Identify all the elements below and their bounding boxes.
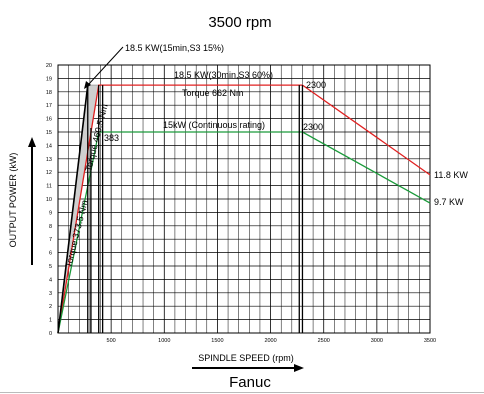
y-axis-arrowhead	[28, 137, 36, 147]
series-line-3	[57, 85, 89, 334]
y-tick-label: 14	[46, 143, 52, 149]
y-tick-label: 10	[46, 197, 52, 203]
annotation-continuous: 15kW (Continuous rating)	[163, 120, 265, 130]
x-axis-label: SPINDLE SPEED (rpm)	[198, 353, 294, 363]
y-tick-label: 4	[49, 277, 52, 283]
plot-frame	[57, 64, 431, 334]
s3-15-arrowhead	[84, 81, 91, 89]
x-tick-label: 3000	[371, 338, 383, 344]
y-tick-label: 0	[49, 331, 52, 337]
annotation-2300-mid: 2300	[303, 122, 323, 132]
s3-15-leader	[87, 46, 124, 86]
series-line-2	[57, 131, 431, 334]
y-tick-label: 18	[46, 90, 52, 96]
series-line-1	[57, 84, 431, 334]
annotation-rpm-383: 383	[104, 133, 119, 143]
y-tick-label: 2	[49, 304, 52, 310]
x-axis-arrowhead	[294, 364, 304, 372]
x-tick-label: 1500	[211, 338, 223, 344]
y-tick-label: 16	[46, 117, 52, 123]
annotation-torque-373: Torque 373.5 Nm	[63, 199, 89, 268]
annotation-s3-60: 18.5 KW(30min,S3 60%)	[174, 70, 273, 80]
y-tick-label: 3	[49, 291, 52, 297]
y-axis-label: OUTPUT POWER (kW)	[8, 153, 18, 248]
y-tick-label: 19	[46, 76, 52, 82]
annotation-torque-662: Torque 662 Nm	[182, 88, 244, 98]
x-tick-label: 2500	[318, 338, 330, 344]
annotation-end-green: 9.7 KW	[434, 197, 464, 207]
y-tick-label: 12	[46, 170, 52, 176]
annotation-2300-top: 2300	[306, 80, 326, 90]
y-tick-label: 8	[49, 224, 52, 230]
x-tick-label: 2000	[264, 338, 276, 344]
y-tick-label: 7	[49, 237, 52, 243]
y-tick-label: 9	[49, 210, 52, 216]
series-layer	[57, 84, 431, 334]
y-tick-label: 13	[46, 157, 52, 163]
chart-title: 3500 rpm	[208, 14, 271, 31]
y-tick-label: 15	[46, 130, 52, 136]
annotation-end-red: 11.8 KW	[434, 170, 468, 180]
annotation-s3-15: 18.5 KW(15min,S3 15%)	[125, 43, 224, 53]
y-tick-label: 5	[49, 264, 52, 270]
y-tick-label: 20	[46, 63, 52, 69]
x-tick-label: 500	[107, 338, 116, 344]
y-tick-label: 17	[46, 103, 52, 109]
caption-fanuc: Fanuc	[229, 374, 271, 391]
y-tick-label: 1	[49, 318, 52, 324]
y-tick-label: 11	[46, 184, 52, 190]
vertical-marks	[87, 85, 304, 333]
grid	[57, 64, 431, 334]
x-tick-label: 3500	[424, 338, 436, 344]
y-tick-label: 6	[49, 251, 52, 257]
footer-rule	[0, 392, 484, 393]
x-tick-label: 1000	[158, 338, 170, 344]
